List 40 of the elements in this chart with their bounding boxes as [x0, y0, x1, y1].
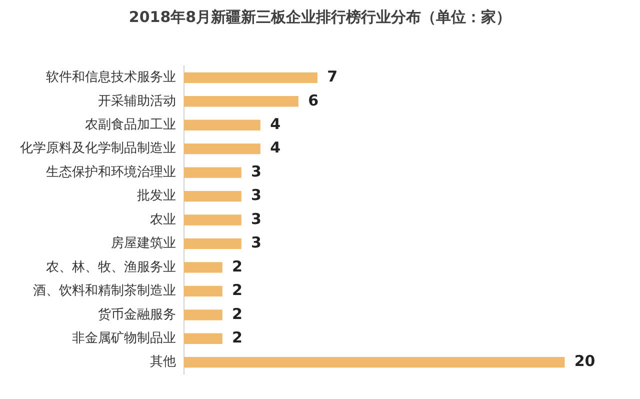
y-tick-label: 批发业 — [137, 188, 176, 204]
data-label: 4 — [270, 115, 281, 133]
y-tick-label: 其他 — [150, 354, 176, 370]
bar — [184, 214, 242, 226]
bar — [184, 96, 298, 107]
bar — [184, 286, 222, 296]
bar — [184, 238, 242, 250]
chart-title: 2018年8月新疆新三板企业排行榜行业分布（单位：家） — [128, 8, 512, 27]
y-tick-label: 开采辅助活动 — [98, 94, 176, 109]
bar — [184, 357, 565, 368]
data-label: 7 — [327, 68, 338, 86]
bar — [184, 72, 318, 83]
bar — [184, 144, 260, 154]
data-label: 6 — [308, 91, 319, 110]
bar — [184, 190, 242, 202]
bar — [184, 167, 242, 178]
y-tick-label: 农、林、牧、渔服务业 — [46, 260, 176, 275]
bar — [184, 262, 222, 273]
data-label: 2 — [232, 281, 242, 300]
data-label: 3 — [251, 186, 262, 204]
data-label: 3 — [251, 210, 262, 228]
y-tick-label: 农副食品加工业 — [85, 117, 176, 132]
bar — [184, 333, 222, 344]
data-label: 2 — [232, 304, 242, 323]
data-label: 2 — [232, 257, 242, 276]
y-tick-label: 酒、饮料和精制茶制造业 — [33, 284, 176, 299]
data-label: 3 — [251, 162, 262, 180]
y-tick-label: 生态保护和环境治理业 — [46, 164, 176, 180]
data-label: 2 — [232, 328, 242, 347]
data-label: 3 — [251, 234, 262, 252]
y-tick-label: 非金属矿物制品业 — [72, 330, 176, 346]
y-tick-label: 货币金融服务 — [98, 307, 176, 322]
data-label: 4 — [270, 138, 281, 157]
data-label: 20 — [574, 352, 596, 370]
y-tick-label: 房屋建筑业 — [111, 235, 176, 252]
y-tick-label: 农业 — [150, 212, 176, 228]
bar — [184, 120, 260, 130]
y-tick-label: 化学原料及化学制品制造业 — [20, 141, 176, 156]
bar — [184, 310, 222, 320]
y-tick-label: 软件和信息技术服务业 — [46, 70, 176, 86]
